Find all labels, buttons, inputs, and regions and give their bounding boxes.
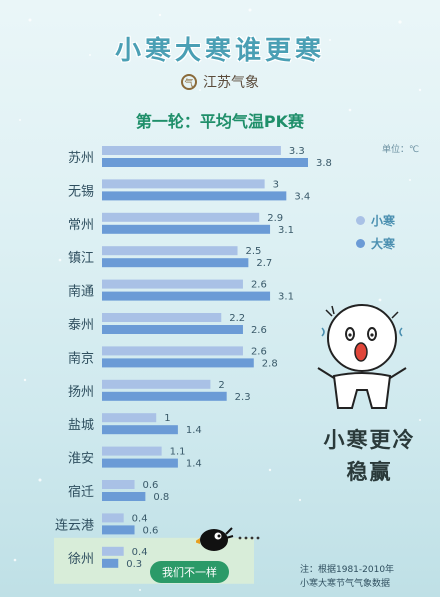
value-label: 3 xyxy=(273,179,279,190)
value-label: 2 xyxy=(218,380,224,391)
value-label: 2.8 xyxy=(262,358,278,369)
callout-line-2: 稳赢 xyxy=(346,460,393,484)
legend-item-small-cold: 小寒 xyxy=(356,212,395,229)
brand-name: 江苏气象 xyxy=(203,75,259,91)
bar-大寒-镇江 xyxy=(102,258,249,268)
bar-大寒-南通 xyxy=(102,291,271,301)
value-label: 3.3 xyxy=(289,146,305,157)
bar-大寒-淮安 xyxy=(102,458,178,468)
bar-小寒-淮安 xyxy=(102,446,162,456)
value-label: 2.6 xyxy=(251,280,267,291)
bar-小寒-苏州 xyxy=(102,146,281,155)
brand-logo-icon: 气 xyxy=(181,74,197,90)
callout-line-1: 小寒更冷 xyxy=(323,428,416,452)
bar-小寒-常州 xyxy=(102,212,260,222)
value-label: 2.7 xyxy=(256,258,272,269)
bar-大寒-南京 xyxy=(102,358,254,368)
value-label: 0.4 xyxy=(132,547,148,558)
category-label: 盐城 xyxy=(68,418,94,433)
crow-illustration xyxy=(196,527,260,551)
value-label: 2.3 xyxy=(235,392,251,403)
value-label: 1.4 xyxy=(186,459,202,470)
bar-大寒-连云港 xyxy=(102,525,135,535)
category-label: 淮安 xyxy=(68,452,94,467)
value-label: 3.4 xyxy=(294,191,310,202)
bar-小寒-宿迁 xyxy=(102,480,135,489)
value-label: 0.3 xyxy=(126,559,142,570)
bar-小寒-连云港 xyxy=(102,513,124,523)
value-label: 3.1 xyxy=(278,225,294,236)
bar-小寒-南京 xyxy=(102,346,243,356)
category-label: 镇江 xyxy=(68,251,94,266)
value-label: 0.6 xyxy=(143,480,159,491)
unit-label: 单位：℃ xyxy=(382,145,420,155)
bar-大寒-泰州 xyxy=(102,325,243,334)
value-label: 1.4 xyxy=(186,425,202,436)
callout-text: 小寒更冷 稳赢 xyxy=(302,424,437,488)
value-label: 2.6 xyxy=(251,325,267,336)
legend-label-small-cold: 小寒 xyxy=(371,214,396,228)
bar-小寒-镇江 xyxy=(102,246,238,256)
bar-大寒-徐州 xyxy=(102,558,119,568)
value-label: 1 xyxy=(164,413,170,424)
value-label: 1.1 xyxy=(170,447,186,458)
value-label: 2.6 xyxy=(251,346,267,357)
bar-大寒-苏州 xyxy=(102,158,308,167)
category-label: 苏州 xyxy=(68,150,94,166)
footnote-line-2: 小寒大寒节气气象数据 xyxy=(300,579,391,589)
brand: 气 江苏气象 xyxy=(0,72,440,92)
shivering-snowman-illustration xyxy=(317,304,407,409)
bar-小寒-扬州 xyxy=(102,379,211,389)
category-label: 常州 xyxy=(68,218,94,233)
category-label: 徐州 xyxy=(68,552,94,567)
bar-大寒-宿迁 xyxy=(102,492,146,501)
category-label: 连云港 xyxy=(55,517,94,533)
category-label: 泰州 xyxy=(68,318,94,333)
category-label: 扬州 xyxy=(68,385,94,400)
chart-subtitle: 第一轮：平均气温PK赛 xyxy=(135,112,305,131)
legend: 小寒 大寒 xyxy=(356,212,395,258)
bar-小寒-盐城 xyxy=(102,413,157,423)
bar-大寒-常州 xyxy=(102,224,271,234)
legend-swatch-big-cold xyxy=(356,239,365,248)
bar-小寒-徐州 xyxy=(102,546,124,556)
category-label: 南通 xyxy=(68,284,94,300)
bar-大寒-无锡 xyxy=(102,191,287,201)
bar-大寒-盐城 xyxy=(102,425,178,435)
category-label: 无锡 xyxy=(68,184,94,199)
page-title: 小寒大寒谁更寒 xyxy=(114,36,325,66)
value-label: 2.9 xyxy=(267,213,283,224)
value-label: 2.2 xyxy=(229,313,245,324)
category-label: 南京 xyxy=(68,350,94,366)
bar-小寒-无锡 xyxy=(102,179,265,189)
legend-item-big-cold: 大寒 xyxy=(356,235,395,252)
legend-label-big-cold: 大寒 xyxy=(371,237,396,251)
value-label: 0.6 xyxy=(143,525,159,536)
legend-swatch-small-cold xyxy=(356,216,365,225)
value-label: 3.8 xyxy=(316,158,332,169)
category-label: 宿迁 xyxy=(68,484,94,500)
value-label: 3.1 xyxy=(278,292,294,303)
badge-we-are-different: 我们不一样 xyxy=(150,561,229,583)
bar-小寒-泰州 xyxy=(102,313,222,322)
footnote: 注：根据1981-2010年 小寒大寒节气气象数据 xyxy=(300,563,394,591)
value-label: 0.4 xyxy=(132,513,148,524)
bar-小寒-南通 xyxy=(102,279,243,289)
footnote-line-1: 注：根据1981-2010年 xyxy=(300,565,395,575)
bar-大寒-扬州 xyxy=(102,391,227,401)
value-label: 2.5 xyxy=(246,246,262,257)
value-label: 0.8 xyxy=(153,492,169,503)
